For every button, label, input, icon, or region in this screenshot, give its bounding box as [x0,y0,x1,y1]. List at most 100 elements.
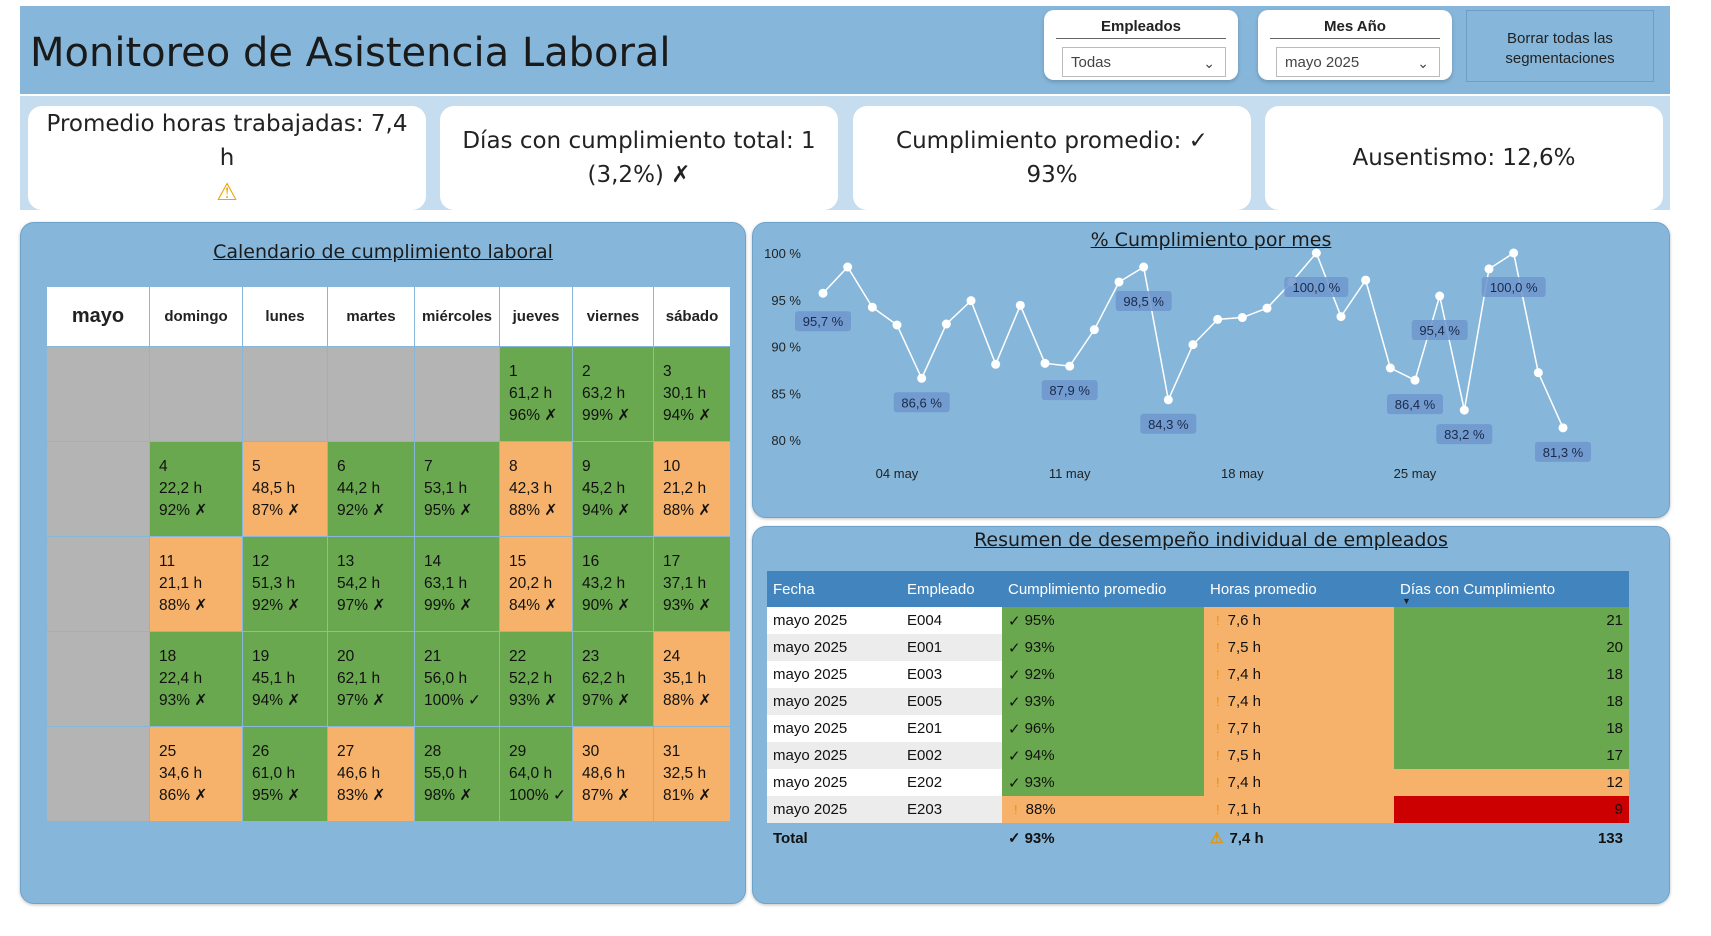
calendar-day-cell[interactable]: 28 55,0 h 98% ✗ [415,727,499,821]
warning-icon: ! [1216,694,1220,709]
calendar-month-header: mayo [47,287,149,346]
table-row[interactable]: mayo 2025 E003 ✓ 92%! 7,4 h 18 [767,661,1629,688]
cell-dias: 18 [1394,688,1629,715]
calendar-day-cell[interactable]: 30 48,6 h 87% ✗ [573,727,653,821]
header-cumplimiento[interactable]: Cumplimiento promedio [1008,580,1167,598]
warning-icon: ! [1216,802,1220,817]
data-point [1509,248,1519,258]
calendar-day-cell[interactable]: 16 43,2 h 90% ✗ [573,537,653,631]
table-row[interactable]: mayo 2025 E203! 88%! 7,1 h 9 [767,796,1629,823]
cell-empleado: E005 [901,688,1002,715]
calendar-day-cell[interactable]: 27 46,6 h 83% ✗ [328,727,414,821]
cell-dias: 20 [1394,634,1629,661]
calendar-day-cell[interactable]: 12 51,3 h 92% ✗ [243,537,327,631]
kpi-absenteeism: Ausentismo: 12,6% [1265,106,1663,210]
calendar-day-cell[interactable]: 29 64,0 h 100% ✓ [500,727,572,821]
month-slicer: Mes Año mayo 2025 ⌄ [1258,10,1452,80]
calendar-empty-cell [47,347,149,441]
calendar-day-pct: 87% ✗ [252,502,301,519]
data-point [1484,264,1494,274]
data-point [917,373,927,383]
header-empleado[interactable]: Empleado [907,580,975,598]
cell-empleado-value: E002 [907,747,943,764]
compliance-line-chart[interactable]: 100 % 95 % 90 % 85 % 80 % 04 may 11 may 18 may 2… [753,223,1671,519]
calendar-day-cell[interactable]: 4 22,2 h 92% ✗ [150,442,242,536]
table-row[interactable]: mayo 2025 E001 ✓ 93%! 7,5 h 20 [767,634,1629,661]
cell-horas: ! 7,4 h [1204,661,1394,688]
cell-horas-value: 7,4 h [1227,774,1261,791]
calendar-day-cell[interactable]: 6 44,2 h 92% ✗ [328,442,414,536]
calendar-day-cell[interactable]: 11 21,1 h 88% ✗ [150,537,242,631]
calendar-day-cell[interactable]: 21 56,0 h 100% ✓ [415,632,499,726]
cell-fecha-value: mayo 2025 [773,693,848,710]
calendar-day-day: 21 [424,648,442,665]
calendar-day-cell[interactable]: 25 34,6 h 86% ✗ [150,727,242,821]
calendar-day-cell[interactable]: 2 63,2 h 99% ✗ [573,347,653,441]
calendar-grid: mayo domingo lunes martes miércoles jueves vie… [47,287,730,821]
table-row[interactable]: mayo 2025 E201 ✓ 96%! 7,7 h 18 [767,715,1629,742]
calendar-day-hours: 55,0 h [424,765,468,782]
data-label-bg [1115,291,1172,312]
calendar-day-hours: 22,4 h [159,670,203,687]
page-title: Monitoreo de Asistencia Laboral [30,30,671,76]
calendar-day-cell[interactable]: 31 32,5 h 81% ✗ [654,727,730,821]
cell-dias-value: 9 [1614,801,1623,818]
calendar-day-hours: 21,1 h [159,575,203,592]
clear-slicers-button[interactable]: Borrar todas las segmentaciones [1466,10,1654,82]
calendar-day-hours: 34,6 h [159,765,203,782]
cell-horas: ! 7,4 h [1204,769,1394,796]
calendar-day-day: 11 [159,553,176,570]
calendar-day-hours: 48,6 h [582,765,626,782]
cell-fecha: mayo 2025 [767,715,901,742]
calendar-day-cell[interactable]: 14 63,1 h 99% ✗ [415,537,499,631]
calendar-day-pct: 97% ✗ [337,597,386,614]
calendar-day-cell[interactable]: 26 61,0 h 95% ✗ [243,727,327,821]
calendar-day-pct: 94% ✗ [252,692,301,709]
data-point [892,320,902,330]
calendar-day-day: 16 [582,553,600,570]
total-label: Total [773,829,808,847]
table-row[interactable]: mayo 2025 E002 ✓ 94%! 7,5 h 17 [767,742,1629,769]
calendar-day-cell[interactable]: 15 20,2 h 84% ✗ [500,537,572,631]
header-horas[interactable]: Horas promedio [1210,580,1317,598]
calendar-day-cell[interactable]: 24 35,1 h 88% ✗ [654,632,730,726]
calendar-day-cell[interactable]: 10 21,2 h 88% ✗ [654,442,730,536]
calendar-day-pct: 93% ✗ [159,692,208,709]
calendar-day-cell[interactable]: 17 37,1 h 93% ✗ [654,537,730,631]
calendar-day-cell[interactable]: 1 61,2 h 96% ✗ [500,347,572,441]
calendar-day-cell[interactable]: 9 45,2 h 94% ✗ [573,442,653,536]
calendar-day-pct: 93% ✗ [663,597,712,614]
calendar-day-day: 5 [252,458,261,475]
calendar-empty-cell [47,537,149,631]
calendar-day-cell[interactable]: 18 22,4 h 93% ✗ [150,632,242,726]
employees-slicer: Empleados Todas ⌄ [1044,10,1238,80]
calendar-day-cell[interactable]: 5 48,5 h 87% ✗ [243,442,327,536]
header-fecha[interactable]: Fecha [773,580,815,598]
cell-fecha: mayo 2025 [767,688,901,715]
calendar-day-cell[interactable]: 3 30,1 h 94% ✗ [654,347,730,441]
total-horas-value: 7,4 h [1229,829,1264,847]
cell-horas-value: 7,5 h [1227,639,1261,656]
table-row[interactable]: mayo 2025 E005 ✓ 93%! 7,4 h 18 [767,688,1629,715]
calendar-day-pct: 100% ✓ [424,692,481,709]
calendar-day-cell[interactable]: 7 53,1 h 95% ✗ [415,442,499,536]
calendar-day-hours: 30,1 h [663,385,707,402]
calendar-day-day: 17 [663,553,681,570]
calendar-day-cell[interactable]: 13 54,2 h 97% ✗ [328,537,414,631]
calendar-empty-cell [328,347,414,441]
month-dropdown[interactable]: mayo 2025 ⌄ [1276,47,1440,77]
calendar-day-cell[interactable]: 20 62,1 h 97% ✗ [328,632,414,726]
calendar-day-cell[interactable]: 8 42,3 h 88% ✗ [500,442,572,536]
calendar-day-cell[interactable]: 22 52,2 h 93% ✗ [500,632,572,726]
calendar-day-cell[interactable]: 19 45,1 h 94% ✗ [243,632,327,726]
cell-fecha-value: mayo 2025 [773,720,848,737]
warning-icon: ! [1216,667,1220,682]
table-row[interactable]: mayo 2025 E202 ✓ 93%! 7,4 h 12 [767,769,1629,796]
table-row[interactable]: mayo 2025 E004 ✓ 95%! 7,6 h 21 [767,607,1629,634]
check-icon: ✓ [1008,747,1021,765]
data-label: 100,0 % [1490,280,1538,295]
calendar-day-cell[interactable]: 23 62,2 h 97% ✗ [573,632,653,726]
header-dias[interactable]: Días con Cumplimiento ▼ [1394,571,1629,607]
employees-dropdown[interactable]: Todas ⌄ [1062,47,1226,77]
data-point [1336,312,1346,322]
